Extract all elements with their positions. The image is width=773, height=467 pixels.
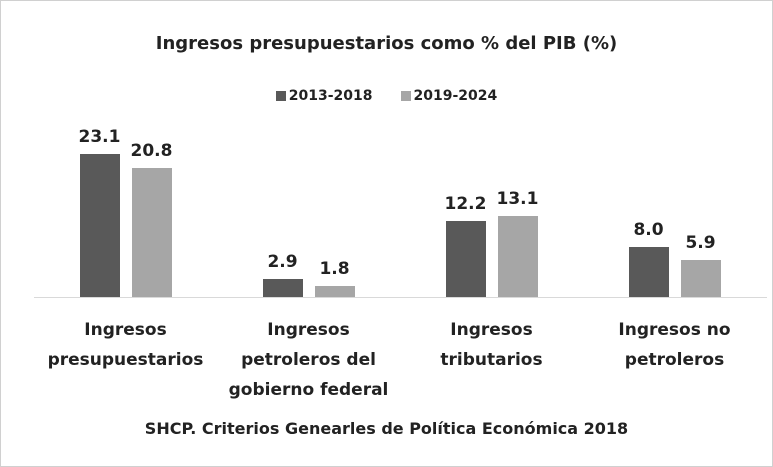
data-label: 23.1 (78, 126, 121, 147)
chart-title: Ingresos presupuestarios como % del PIB … (155, 33, 618, 54)
x-tick-label: Ingresos petroleros del gobierno federal (228, 320, 389, 400)
data-label: 5.9 (685, 233, 716, 254)
bar (131, 168, 172, 297)
legend: 2013-2018 2019-2024 (1, 88, 772, 104)
bar (262, 279, 303, 297)
x-tick-label: Ingresos presupuestarios (47, 320, 204, 370)
bar (314, 285, 355, 297)
bar (628, 247, 669, 297)
x-tick-label: Ingresos no petroleros (618, 320, 731, 370)
source-note: SHCP. Criterios Genearles de Política Ec… (144, 419, 629, 438)
x-tick-label: Ingresos tributarios (440, 320, 543, 370)
bar (497, 215, 538, 297)
data-label: 12.2 (444, 194, 487, 215)
data-label: 1.8 (319, 258, 350, 279)
legend-swatch (400, 91, 411, 101)
data-label: 8.0 (633, 220, 664, 241)
bar (680, 260, 721, 297)
legend-item: 2019-2024 (400, 88, 498, 104)
bar (79, 153, 120, 297)
legend-swatch (275, 91, 286, 101)
legend-item: 2013-2018 (275, 88, 373, 104)
data-label: 13.1 (496, 188, 539, 209)
bar (445, 221, 486, 297)
data-label: 20.8 (130, 141, 173, 162)
legend-label: 2013-2018 (288, 88, 373, 104)
legend-label: 2019-2024 (413, 88, 498, 104)
baseline (34, 297, 767, 298)
data-label: 2.9 (267, 252, 298, 273)
